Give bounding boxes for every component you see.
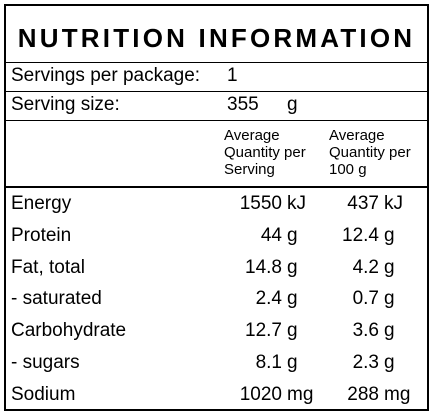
per-100g-unit-sugars: g — [384, 352, 395, 373]
column-header-per-100g: Average Quantity per 100 g — [329, 127, 411, 178]
servings-per-package-label: Servings per package: — [11, 65, 201, 86]
per-100g-value-sodium: 288 — [347, 384, 379, 405]
header-divider — [6, 186, 427, 188]
per-100g-unit-sodium: mg — [384, 384, 411, 405]
per-serving-unit-sugars: g — [287, 352, 298, 373]
per-serving-value-fat-total: 14.8 — [245, 257, 282, 278]
serving-size-label: Serving size: — [11, 94, 120, 115]
per-100g-value-sugars: 2.3 — [352, 352, 379, 373]
per-serving-unit-energy: kJ — [287, 193, 306, 214]
nutrient-name-fat-total: Fat, total — [11, 257, 85, 278]
per-serving-value-sugars: 8.1 — [255, 352, 282, 373]
nutrient-name-sodium: Sodium — [11, 384, 76, 405]
per-serving-unit-carbohydrate: g — [287, 320, 298, 341]
serving-size-value: 355 — [227, 94, 259, 115]
servings-per-package-value: 1 — [227, 65, 238, 86]
per-100g-unit-saturated: g — [384, 288, 395, 309]
per-serving-value-carbohydrate: 12.7 — [245, 320, 282, 341]
serving-size-unit: g — [287, 94, 298, 115]
column-header-per-serving: Average Quantity per Serving — [224, 127, 306, 178]
per-serving-value-protein: 44 — [260, 225, 282, 246]
per-serving-value-energy: 1550 — [239, 193, 282, 214]
title-divider — [6, 62, 427, 63]
per-serving-unit-fat-total: g — [287, 257, 298, 278]
per-100g-value-fat-total: 4.2 — [352, 257, 379, 278]
panel-title: NUTRITION INFORMATION — [17, 23, 416, 53]
nutrient-name-sugars: - sugars — [11, 352, 80, 373]
per-100g-unit-protein: g — [384, 225, 395, 246]
per-100g-value-saturated: 0.7 — [352, 288, 379, 309]
per-serving-unit-protein: g — [287, 225, 298, 246]
nutrient-name-protein: Protein — [11, 225, 72, 246]
per-100g-unit-carbohydrate: g — [384, 320, 395, 341]
serving-size-divider — [6, 120, 427, 121]
nutrient-name-saturated: - saturated — [11, 288, 102, 309]
nutrient-name-carbohydrate: Carbohydrate — [11, 320, 127, 341]
per-serving-unit-saturated: g — [287, 288, 298, 309]
nutrition-panel: NUTRITION INFORMATION Servings per packa… — [4, 4, 429, 411]
nutrient-name-energy: Energy — [11, 193, 72, 214]
per-100g-unit-energy: kJ — [384, 193, 403, 214]
per-100g-unit-fat-total: g — [384, 257, 395, 278]
per-serving-unit-sodium: mg — [287, 384, 314, 405]
per-100g-value-carbohydrate: 3.6 — [352, 320, 379, 341]
per-serving-value-saturated: 2.4 — [255, 288, 282, 309]
per-serving-value-sodium: 1020 — [239, 384, 282, 405]
per-100g-value-protein: 12.4 — [342, 225, 379, 246]
per-100g-value-energy: 437 — [347, 193, 379, 214]
servings-divider — [6, 91, 427, 92]
